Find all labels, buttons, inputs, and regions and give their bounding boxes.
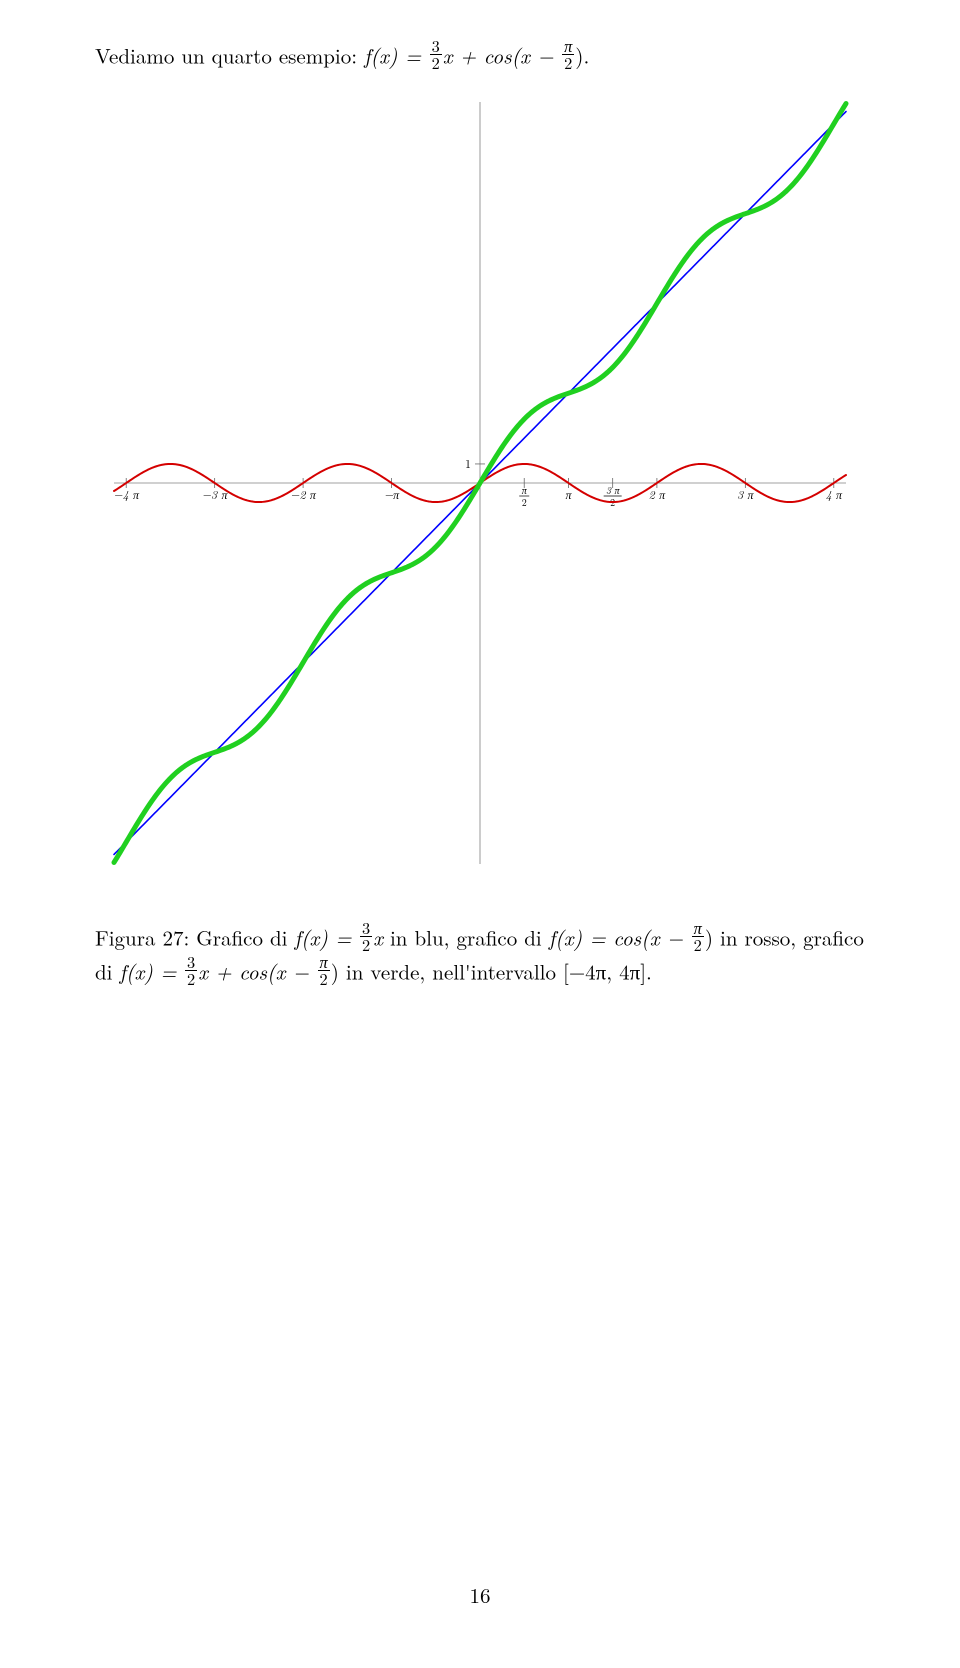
cap-fx3: f(x) = — [120, 956, 185, 986]
svg-text:π: π — [565, 486, 572, 503]
page: Vediamo un quarto esempio: f(x) = 32x + … — [0, 0, 960, 1668]
intro-text: Vediamo un quarto esempio: f(x) = 32x + … — [95, 38, 865, 72]
svg-text:2: 2 — [522, 495, 527, 509]
svg-text:2 π: 2 π — [649, 486, 666, 503]
page-number: 16 — [0, 1580, 960, 1610]
cap-fx2: f(x) = cos(x − — [549, 922, 691, 952]
svg-text:4 π: 4 π — [826, 486, 843, 503]
svg-text:−π: −π — [384, 486, 400, 503]
svg-text:1: 1 — [465, 455, 471, 472]
plot-container: −4 π−3 π−2 π−ππ2π3 π22 π3 π4 π1 — [95, 96, 865, 886]
cap-frac-3a: 32 — [184, 954, 198, 988]
cap-frac-1: 32 — [359, 920, 373, 954]
intro-frac-2: π2 — [561, 38, 575, 72]
cap-f1-tail: x — [373, 922, 383, 952]
intro-tail: ). — [575, 41, 589, 71]
cap-fx1: f(x) = — [295, 922, 360, 952]
intro-lead: Vediamo un quarto esempio: — [95, 41, 364, 71]
cap-lead: Figura 27: Grafico di — [95, 922, 295, 952]
cap-frac-3b: π2 — [317, 954, 331, 988]
cap-in-blu: in blu, grafico di — [383, 922, 549, 952]
intro-fx: f(x) = — [364, 41, 429, 71]
cap-f2-tail: ) — [705, 922, 713, 952]
intro-frac-1: 32 — [429, 38, 443, 72]
cap-f3-tail: ) — [331, 956, 339, 986]
function-plot: −4 π−3 π−2 π−ππ2π3 π22 π3 π4 π1 — [100, 96, 860, 886]
cap-f3-mid: x + cos(x − — [198, 956, 316, 986]
cap-frac-2: π2 — [691, 920, 705, 954]
intro-mid: x + cos(x − — [443, 41, 561, 71]
figure-caption: Figura 27: Grafico di f(x) = 32x in blu,… — [95, 920, 865, 988]
cap-in-verde: in verde, nell'intervallo [−4π, 4π]. — [339, 956, 652, 986]
